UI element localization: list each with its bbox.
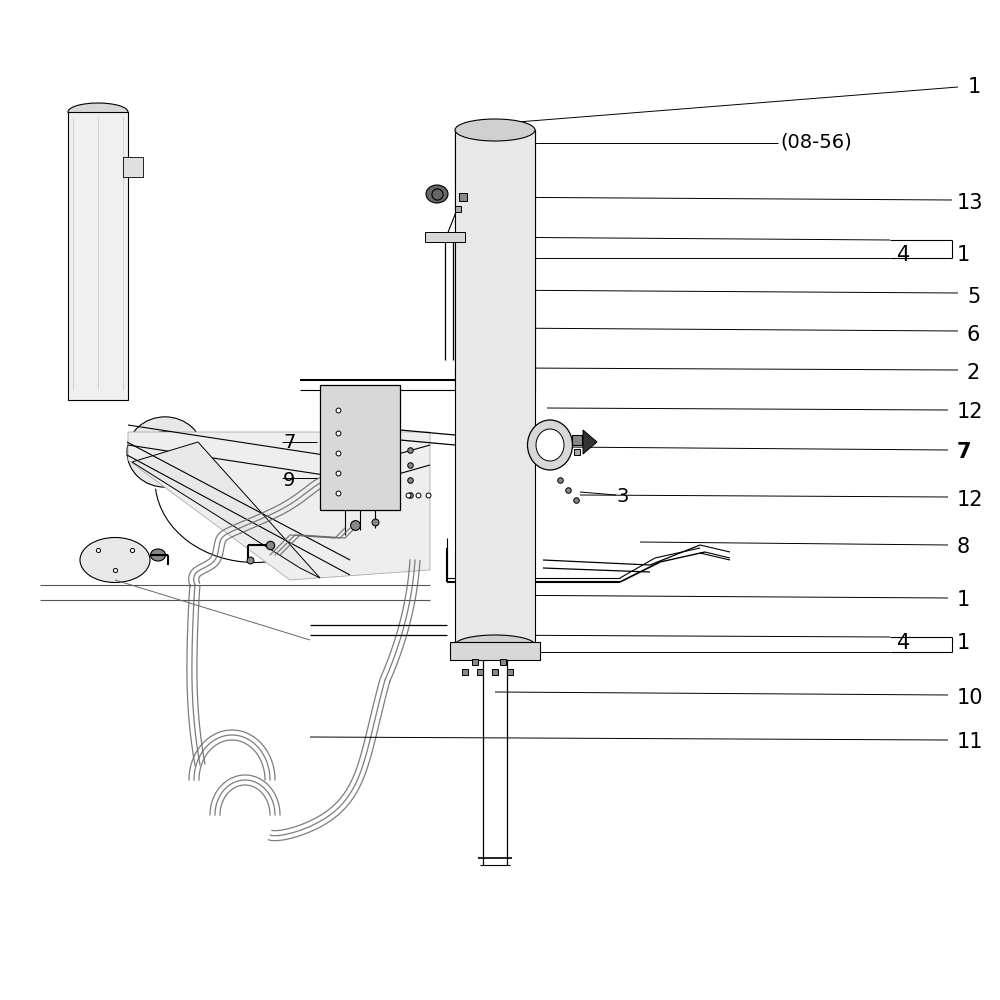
Polygon shape	[320, 385, 400, 510]
Polygon shape	[68, 112, 128, 400]
Text: 8: 8	[957, 537, 970, 557]
Text: 13: 13	[957, 193, 984, 213]
Polygon shape	[132, 442, 320, 578]
Text: 12: 12	[957, 490, 984, 510]
Text: 7: 7	[283, 432, 295, 452]
Text: 2: 2	[967, 363, 980, 383]
Polygon shape	[128, 432, 430, 580]
Text: 5: 5	[967, 287, 980, 307]
Text: (08-56): (08-56)	[780, 132, 852, 151]
Ellipse shape	[150, 549, 166, 561]
Polygon shape	[425, 232, 465, 242]
Ellipse shape	[143, 432, 187, 472]
Ellipse shape	[455, 635, 535, 655]
Ellipse shape	[455, 119, 535, 141]
Ellipse shape	[536, 429, 564, 461]
Text: 4: 4	[897, 633, 910, 653]
Text: 1: 1	[957, 590, 970, 610]
Polygon shape	[450, 642, 540, 660]
Text: 11: 11	[957, 732, 984, 752]
Ellipse shape	[127, 417, 203, 487]
Text: 1: 1	[968, 77, 981, 97]
Polygon shape	[455, 130, 535, 645]
Text: 3: 3	[617, 488, 629, 506]
Polygon shape	[583, 430, 597, 454]
Text: 1: 1	[957, 245, 970, 265]
Text: 10: 10	[957, 688, 984, 708]
Text: 4: 4	[897, 245, 910, 265]
Text: 7: 7	[957, 442, 972, 462]
Ellipse shape	[80, 538, 150, 582]
Ellipse shape	[68, 103, 128, 121]
Text: 12: 12	[957, 402, 984, 422]
Ellipse shape	[528, 420, 572, 470]
Text: 6: 6	[967, 325, 980, 345]
Text: 1: 1	[957, 633, 970, 653]
Polygon shape	[123, 157, 143, 177]
Ellipse shape	[426, 185, 448, 203]
Text: 9: 9	[283, 471, 295, 489]
